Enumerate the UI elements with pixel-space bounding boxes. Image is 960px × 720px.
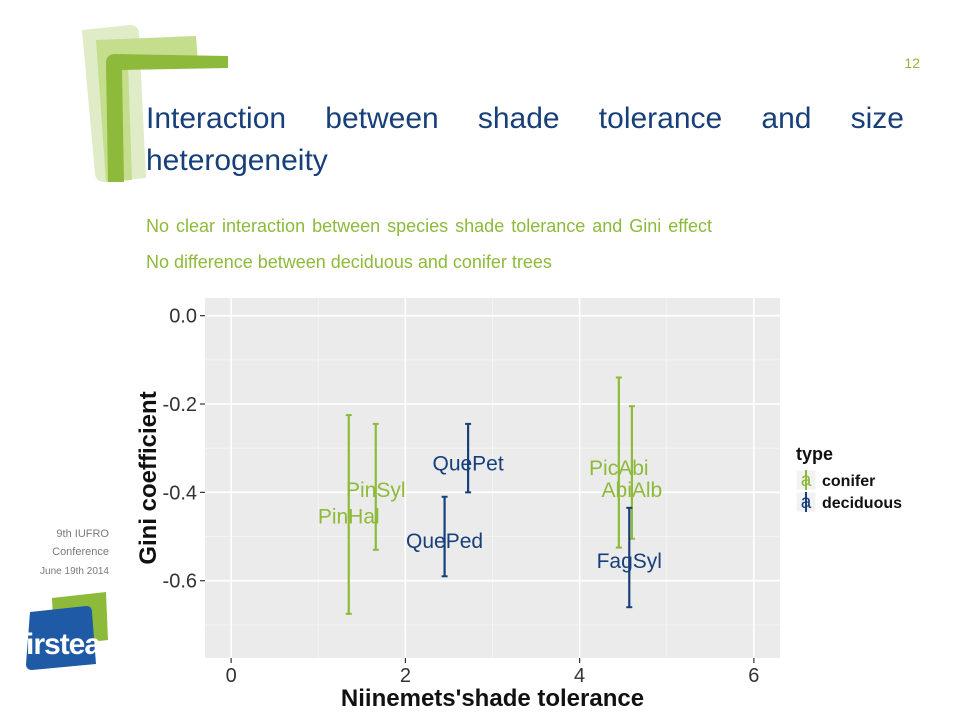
x-tick-label: 4 bbox=[574, 665, 585, 687]
x-tick-label: 6 bbox=[748, 665, 759, 687]
legend-label-deciduous: deciduous bbox=[822, 495, 902, 512]
legend-key-glyph-deciduous: a bbox=[801, 492, 812, 513]
y-tick-label: -0.2 bbox=[163, 394, 197, 416]
conference-name-line2: Conference bbox=[52, 546, 109, 558]
point-label-fagsyl: FagSyl bbox=[597, 550, 662, 573]
legend-title: type bbox=[796, 444, 833, 464]
point-label-quepet: QuePet bbox=[432, 453, 503, 476]
y-tick-label: -0.4 bbox=[163, 482, 197, 504]
logo-text: irstea bbox=[26, 628, 101, 661]
conference-date: June 19th 2014 bbox=[40, 566, 109, 577]
logo-blue-square bbox=[26, 606, 96, 670]
y-tick-label: -0.6 bbox=[163, 571, 197, 593]
x-tick-label: 0 bbox=[226, 665, 237, 687]
conference-name-line1: 9th IUFRO bbox=[56, 528, 109, 540]
point-label-pinhal: PinHal bbox=[318, 506, 380, 529]
x-axis-title: Niinemets'shade tolerance bbox=[341, 685, 644, 712]
y-axis-title: Gini coefficient bbox=[135, 391, 162, 564]
legend-label-conifer: conifer bbox=[822, 473, 875, 490]
bullet-point-1: No clear interaction between species sha… bbox=[146, 216, 712, 236]
bullet-point-2: No difference between deciduous and coni… bbox=[146, 252, 552, 272]
legend-key-glyph-conifer: a bbox=[801, 470, 812, 491]
point-label-queped: QuePed bbox=[406, 530, 483, 553]
point-label-abialb: AbiAlb bbox=[602, 479, 663, 502]
point-label-picabi: PicAbi bbox=[589, 457, 649, 480]
point-label-pinsyl: PinSyl bbox=[346, 479, 406, 502]
decor-front-shape bbox=[106, 54, 228, 182]
slide-title: Interaction between shade tolerance and … bbox=[146, 102, 904, 177]
y-tick-label: 0.0 bbox=[169, 306, 197, 328]
slide-number: 12 bbox=[904, 55, 920, 71]
x-tick-label: 2 bbox=[400, 665, 411, 687]
